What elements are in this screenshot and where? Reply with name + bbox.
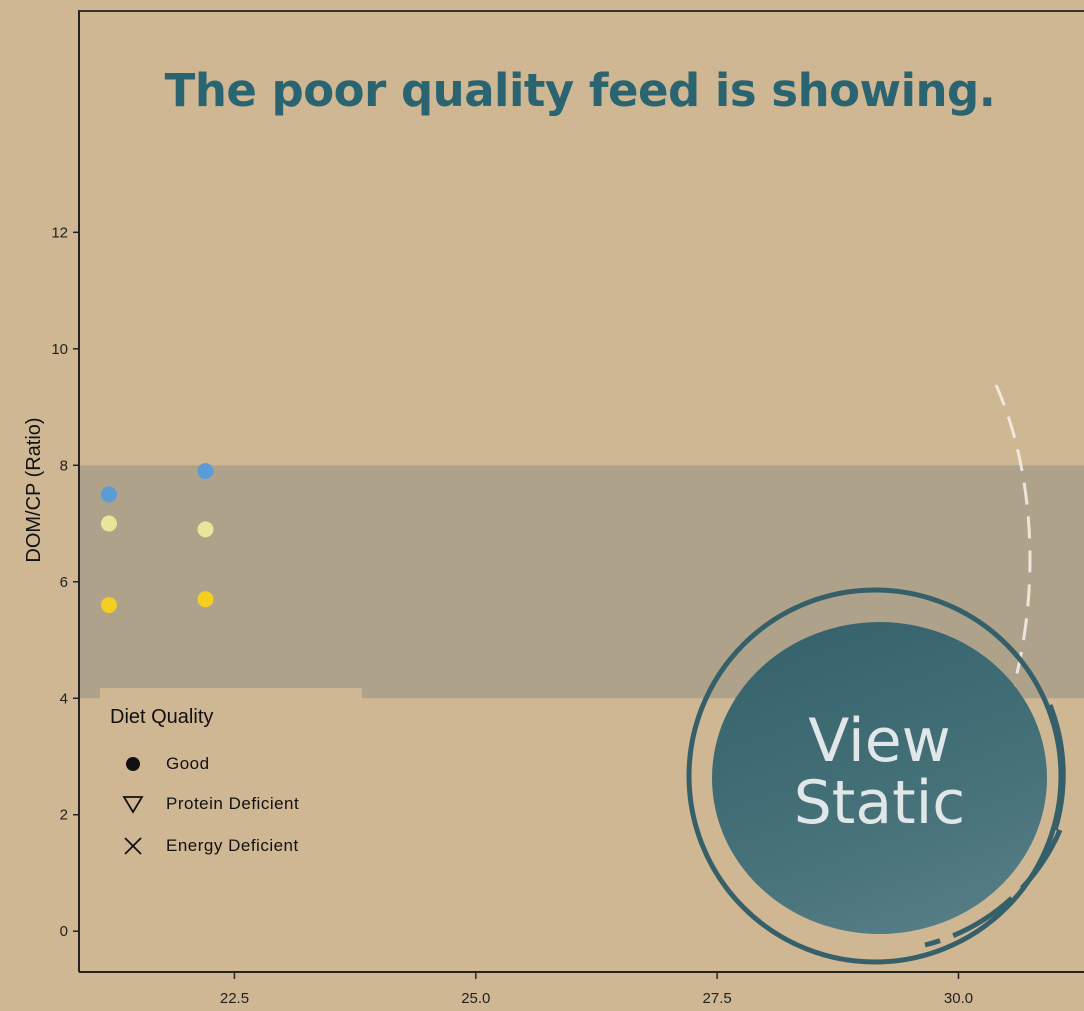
data-point xyxy=(100,486,117,503)
legend-title: Diet Quality xyxy=(110,706,214,728)
data-point xyxy=(197,521,214,538)
dashed-arrow-path xyxy=(991,384,1032,749)
view-static-label: View Static xyxy=(793,706,966,838)
legend-label: Good xyxy=(166,754,210,773)
legend-label: Energy Deficient xyxy=(166,836,299,855)
y-tick-label: 0 xyxy=(60,923,68,940)
legend-label: Protein Deficient xyxy=(166,794,300,813)
y-tick-label: 12 xyxy=(51,224,68,241)
y-axis-label: DOM/CP (Ratio) xyxy=(23,417,45,562)
data-point xyxy=(197,463,214,480)
circle-icon xyxy=(126,757,140,771)
status-banner: The poor quality feed is showing. xyxy=(164,64,996,117)
triangle-down-icon xyxy=(122,796,144,814)
y-tick-label: 4 xyxy=(60,690,68,707)
data-points xyxy=(100,463,214,614)
data-point xyxy=(100,515,117,532)
x-tick-label: 22.5 xyxy=(220,990,249,1007)
cross-icon xyxy=(124,837,142,855)
data-point xyxy=(197,591,214,608)
y-tick-label: 2 xyxy=(60,807,68,824)
legend: Diet Quality Good Protein Deficient Ener… xyxy=(100,688,362,868)
view-static-outer-ring-arc xyxy=(924,829,1063,948)
data-point xyxy=(100,597,117,614)
y-tick-label: 10 xyxy=(51,341,68,358)
view-static-button[interactable]: View Static xyxy=(712,622,1047,934)
y-tick-label: 6 xyxy=(60,574,68,591)
y-axis: 0 2 4 6 8 10 12 xyxy=(51,10,80,972)
x-tick-label: 30.0 xyxy=(944,990,973,1007)
x-tick-label: 27.5 xyxy=(703,990,732,1007)
x-tick-label: 25.0 xyxy=(461,990,490,1007)
x-axis: 22.5 25.0 27.5 30.0 xyxy=(79,971,1084,1007)
view-static-outer-ring-arc xyxy=(1047,704,1066,831)
y-tick-label: 8 xyxy=(60,457,68,474)
